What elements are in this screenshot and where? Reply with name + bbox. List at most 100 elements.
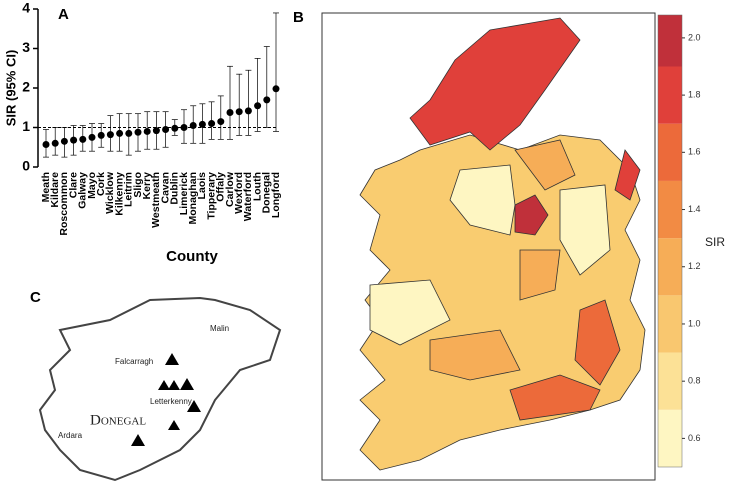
colorbar-band xyxy=(658,123,682,181)
waterford xyxy=(509,374,601,421)
marker xyxy=(168,380,180,390)
point xyxy=(263,96,271,104)
marker xyxy=(180,378,194,390)
point xyxy=(143,127,151,135)
x-tick-label: Offaly xyxy=(215,172,227,202)
y-axis-label: SIR (95% CI) xyxy=(3,50,18,127)
point xyxy=(125,129,133,137)
x-axis-label: County xyxy=(166,248,218,265)
x-tick-label: Wicklow xyxy=(104,171,116,214)
point xyxy=(42,140,50,148)
x-tick-label: Carlow xyxy=(224,171,236,207)
colorbar-tick-label: 2.0 xyxy=(688,32,701,42)
limerick xyxy=(429,329,521,381)
marker xyxy=(187,400,201,412)
point xyxy=(60,137,68,145)
y-tick-label: 4 xyxy=(22,0,30,16)
x-tick-label: Dublin xyxy=(169,172,181,205)
x-tick-label: Kilkenny xyxy=(113,172,125,216)
x-tick-label: Cork xyxy=(95,172,107,196)
marker xyxy=(158,380,170,390)
colorbar-tick-label: 0.8 xyxy=(688,376,701,386)
sligo-leitrim xyxy=(449,164,516,236)
offaly xyxy=(519,249,561,301)
point xyxy=(51,139,59,147)
place-label: Falcarragh xyxy=(115,357,153,366)
colorbar-label: SIR xyxy=(705,235,725,249)
colorbar-tick-label: 1.8 xyxy=(688,89,701,99)
place-label: Ardara xyxy=(58,431,83,440)
point xyxy=(272,85,280,93)
point xyxy=(152,127,160,135)
x-tick-label: Laois xyxy=(196,172,208,200)
x-tick-label: Kildare xyxy=(49,172,61,208)
point xyxy=(79,135,87,143)
donegal xyxy=(409,17,581,151)
point xyxy=(254,102,262,110)
point xyxy=(217,118,225,126)
colorbar-tick-label: 1.6 xyxy=(688,147,701,157)
cavan-monaghan xyxy=(514,139,576,191)
panel-label: B xyxy=(293,9,304,26)
clare xyxy=(369,279,451,346)
ireland-map xyxy=(359,17,646,471)
place-label: Donegal xyxy=(90,412,146,428)
point xyxy=(244,107,252,115)
colorbar-band xyxy=(658,409,682,467)
panel-label: C xyxy=(30,289,41,306)
point xyxy=(226,108,234,116)
marker xyxy=(168,420,180,430)
colorbar-tick-label: 1.0 xyxy=(688,318,701,328)
colorbar-frame xyxy=(657,14,683,468)
point xyxy=(198,120,206,128)
colorbar-band xyxy=(658,238,682,296)
point xyxy=(97,131,105,139)
y-tick-label: 1 xyxy=(22,118,30,134)
colorbar-band xyxy=(658,180,682,239)
point xyxy=(88,133,96,141)
x-tick-label: Donegal xyxy=(261,172,273,214)
point xyxy=(208,120,216,128)
x-tick-label: Kerry xyxy=(141,172,153,200)
meath xyxy=(559,184,611,276)
panel-label: A xyxy=(58,6,69,23)
point xyxy=(180,124,188,131)
y-tick-label: 0 xyxy=(22,158,30,174)
point xyxy=(171,124,179,132)
colorbar-tick-label: 1.4 xyxy=(688,204,701,214)
x-tick-label: Waterford xyxy=(242,172,254,221)
point xyxy=(189,122,197,130)
x-tick-label: Meath xyxy=(40,172,52,202)
colorbar-band xyxy=(658,66,682,124)
x-tick-label: Clare xyxy=(67,172,79,198)
x-tick-label: Roscommon xyxy=(58,172,70,236)
x-tick-label: Galway xyxy=(77,172,89,209)
x-tick-label: Leitrim xyxy=(123,172,135,207)
place-label: Letterkenny xyxy=(150,397,192,406)
colorbar-tick-label: 0.6 xyxy=(688,433,701,443)
point xyxy=(134,128,142,136)
x-tick-label: Sligo xyxy=(132,172,144,198)
x-tick-label: Monaghan xyxy=(187,172,199,225)
x-tick-label: Longford xyxy=(270,172,282,218)
marker xyxy=(131,434,145,446)
point xyxy=(235,108,243,116)
colorbar-tick-label: 1.2 xyxy=(688,261,701,271)
colorbar-band xyxy=(658,295,682,353)
colorbar-band xyxy=(658,15,682,67)
point xyxy=(162,125,170,133)
x-tick-label: Westmeath xyxy=(150,172,162,228)
x-tick-label: Louth xyxy=(251,172,263,201)
x-tick-label: Wexford xyxy=(233,172,245,214)
x-tick-label: Cavan xyxy=(159,172,171,204)
point xyxy=(116,129,124,137)
longford xyxy=(514,194,549,236)
point xyxy=(70,136,78,144)
point xyxy=(106,131,114,139)
x-tick-label: Limerick xyxy=(178,172,190,215)
y-tick-label: 2 xyxy=(22,79,30,95)
markers xyxy=(131,353,201,446)
louth xyxy=(614,149,641,201)
marker xyxy=(165,353,179,365)
